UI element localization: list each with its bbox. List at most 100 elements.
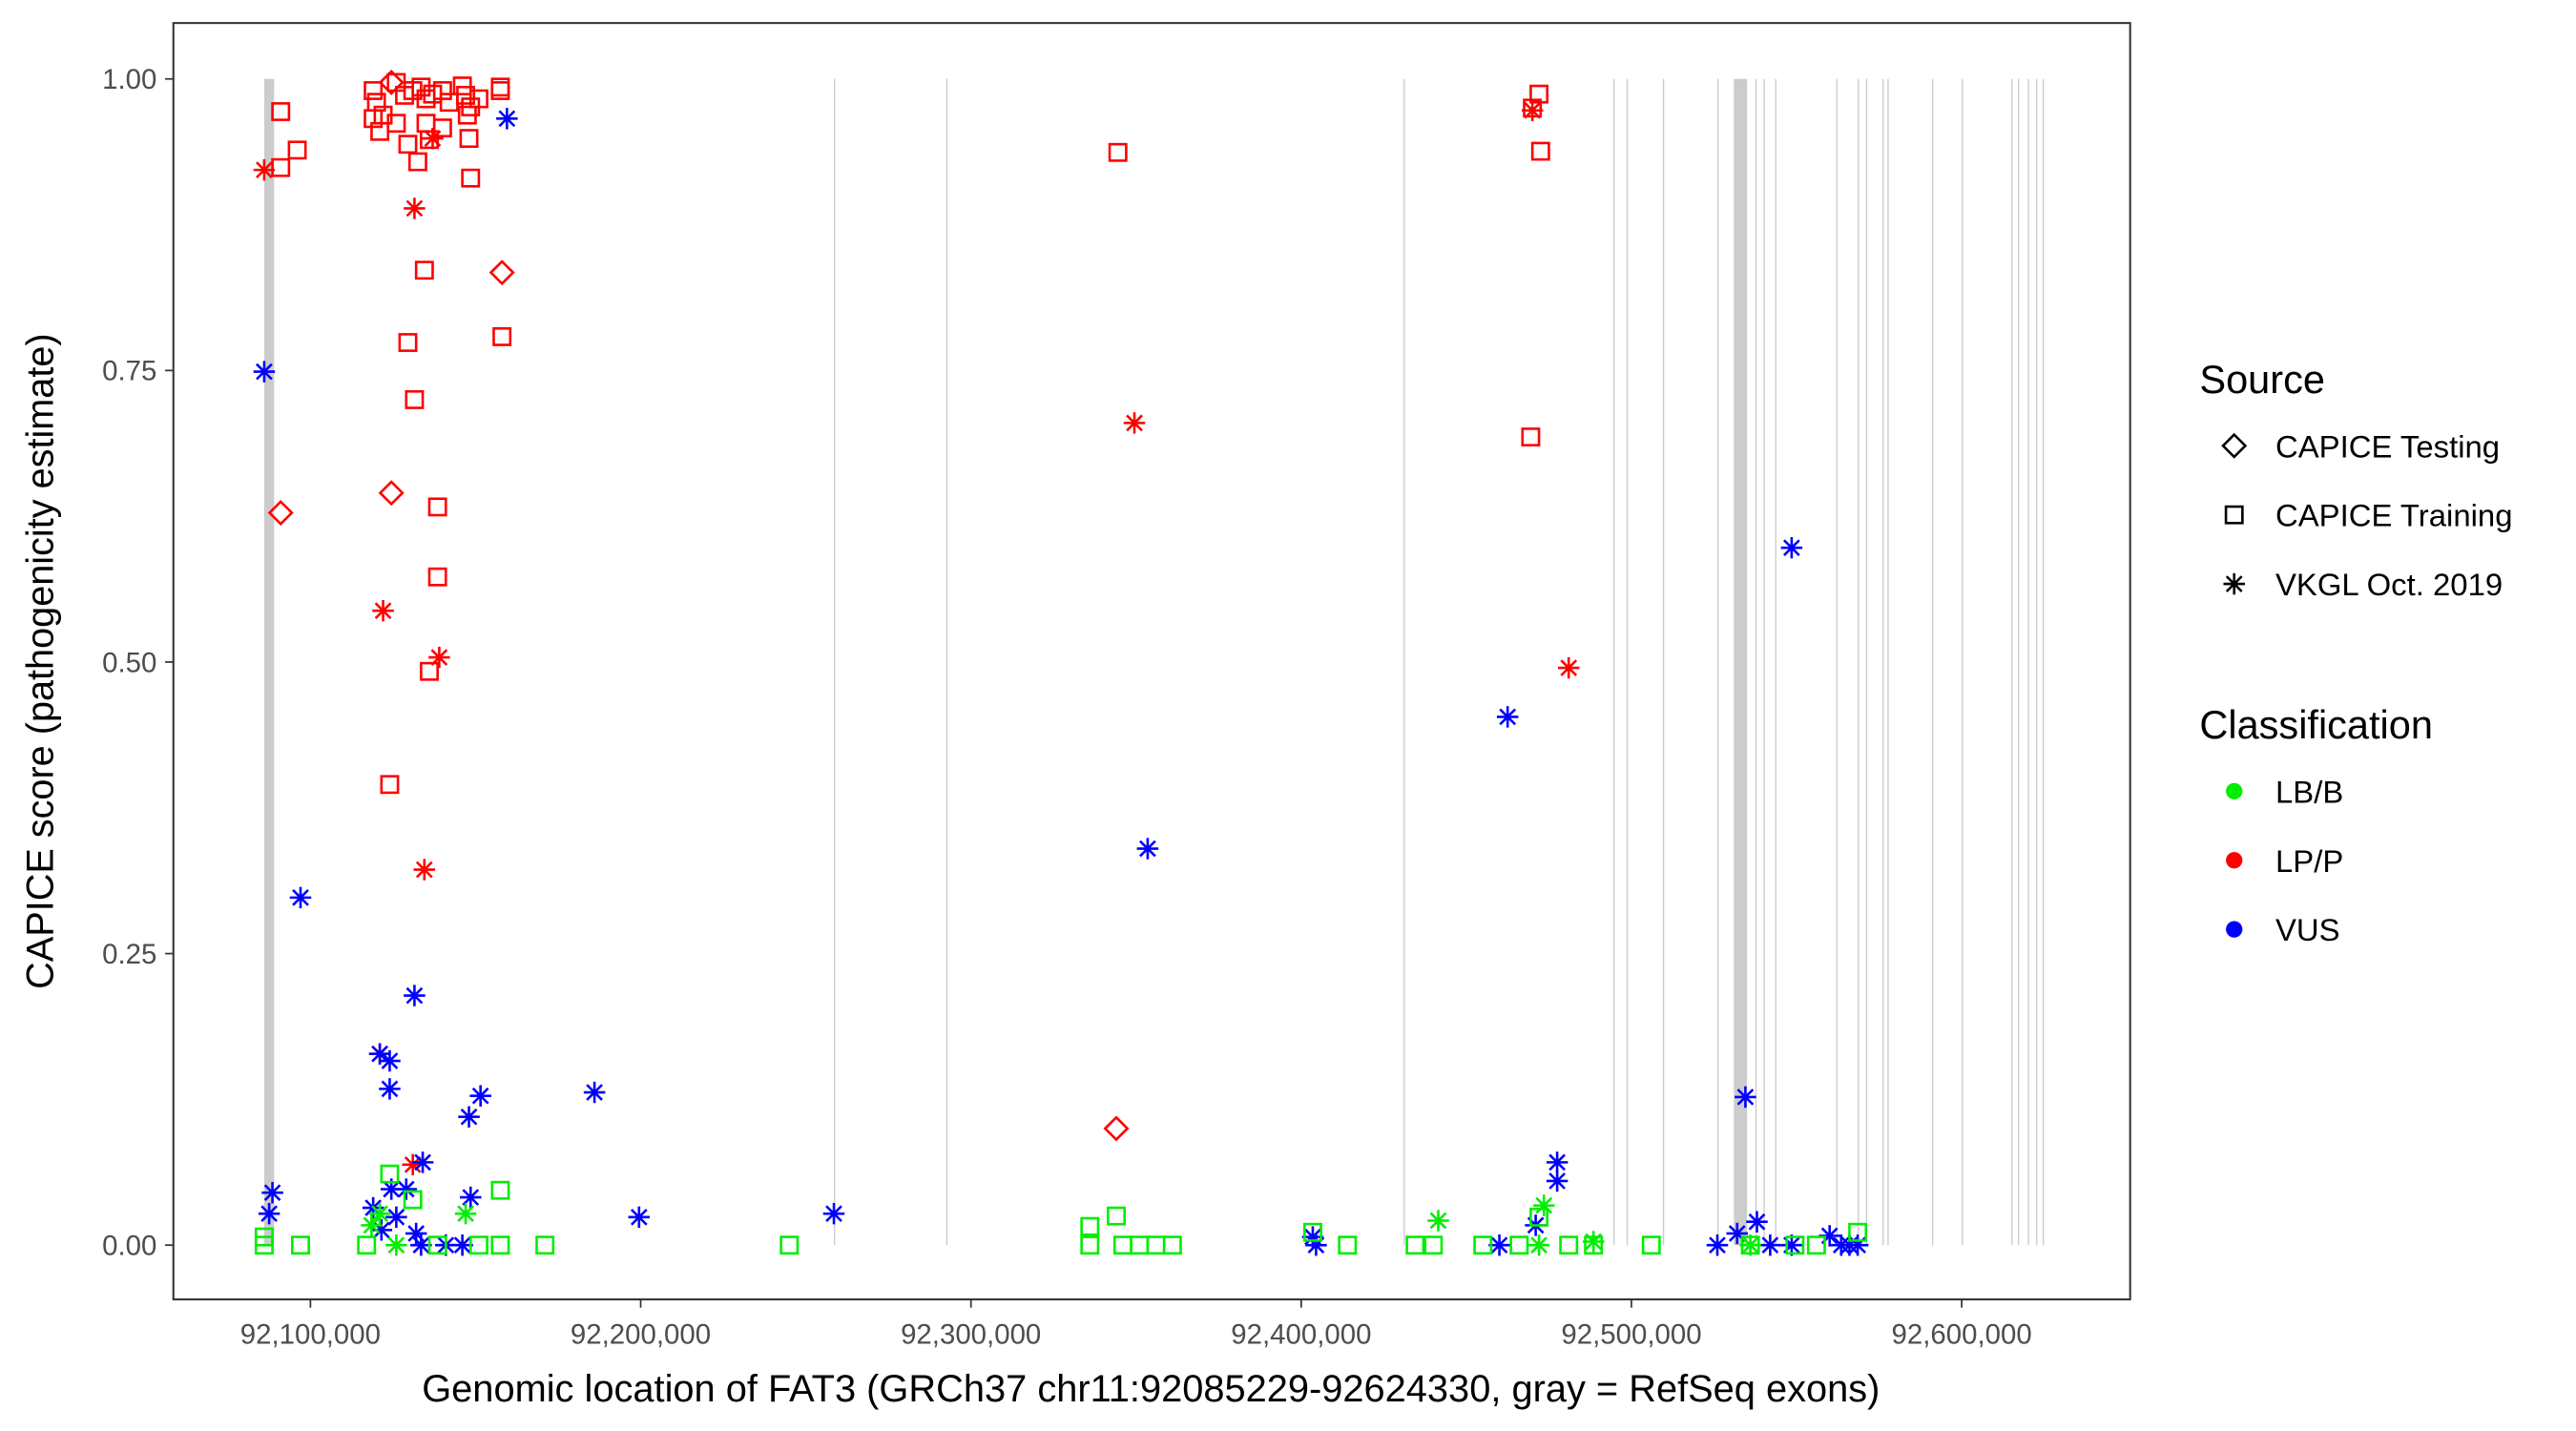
- exon-band: [1403, 78, 1405, 1246]
- y-tick-label: 0.00: [102, 1231, 156, 1262]
- data-point: [1108, 142, 1128, 162]
- data-point: [459, 129, 479, 149]
- data-point: [267, 500, 294, 526]
- exon-band: [2011, 78, 2013, 1246]
- data-point: [1759, 1234, 1781, 1256]
- data-point: [490, 77, 510, 97]
- data-point: [357, 1235, 377, 1255]
- x-tick-label: 92,500,000: [1561, 1319, 1701, 1351]
- data-point: [1521, 99, 1544, 121]
- data-point: [468, 1235, 488, 1255]
- data-point: [380, 775, 400, 795]
- exon-band: [1858, 78, 1859, 1246]
- data-point: [432, 118, 452, 138]
- data-point: [291, 1235, 310, 1255]
- exon-band: [1932, 78, 1934, 1246]
- exon-band: [1763, 78, 1765, 1246]
- data-point: [1162, 1235, 1182, 1255]
- data-point: [490, 1180, 510, 1200]
- legend-source-label: CAPICE Testing: [2275, 428, 2500, 464]
- legend-asterisk-icon: [2223, 572, 2245, 595]
- data-point: [1338, 1235, 1358, 1255]
- data-point: [1427, 1210, 1449, 1232]
- data-point: [1780, 536, 1803, 559]
- data-point: [413, 859, 436, 881]
- data-point: [1080, 1216, 1100, 1236]
- legend-diamond-icon: [2221, 432, 2248, 459]
- data-point: [405, 390, 425, 409]
- data-point: [1582, 1231, 1605, 1253]
- data-point: [404, 985, 426, 1006]
- data-point: [1527, 1234, 1550, 1256]
- data-point: [1806, 1235, 1826, 1255]
- exon-band: [1626, 78, 1629, 1246]
- data-point: [410, 1234, 432, 1256]
- legend-dot-icon: [2226, 852, 2243, 869]
- data-point: [398, 135, 418, 155]
- data-point: [456, 85, 476, 105]
- exon-band: [2018, 78, 2020, 1246]
- data-point: [1530, 141, 1550, 161]
- data-point: [1496, 706, 1519, 728]
- data-point: [432, 81, 452, 100]
- data-point: [1746, 1211, 1768, 1233]
- exon-band: [1612, 78, 1615, 1246]
- data-point: [420, 661, 439, 681]
- data-point: [1706, 1234, 1729, 1256]
- data-point: [1521, 427, 1541, 446]
- exon-band: [1887, 78, 1889, 1246]
- exon-bands: [263, 78, 2045, 1246]
- data-point: [427, 567, 447, 587]
- data-point: [1641, 1235, 1661, 1255]
- data-point: [1785, 1235, 1805, 1255]
- data-point: [469, 1085, 491, 1107]
- data-point: [364, 109, 384, 129]
- data-point: [385, 1234, 407, 1256]
- data-point: [271, 102, 291, 121]
- legend: Source CAPICE Testing CAPICE Training VKGL…: [2199, 357, 2512, 947]
- data-point: [1546, 1151, 1568, 1173]
- data-point: [458, 1106, 480, 1128]
- data-point: [1533, 1194, 1555, 1216]
- exon-band: [263, 78, 275, 1246]
- exon-band: [1734, 78, 1748, 1246]
- data-point: [1848, 1222, 1868, 1242]
- legend-dot-icon: [2226, 921, 2243, 938]
- exon-band: [945, 78, 948, 1246]
- data-point: [454, 1202, 477, 1225]
- x-tick-label: 92,100,000: [240, 1319, 381, 1351]
- data-point: [385, 1206, 407, 1229]
- data-point: [422, 127, 444, 150]
- data-point: [398, 333, 418, 352]
- data-point: [628, 1206, 651, 1229]
- data-point: [395, 1178, 418, 1200]
- exon-band: [2027, 78, 2029, 1246]
- data-point: [1546, 1170, 1568, 1192]
- data-point: [488, 259, 515, 286]
- x-tick-label: 92,600,000: [1892, 1319, 2032, 1351]
- data-point: [490, 1235, 510, 1255]
- data-point: [364, 81, 384, 100]
- data-point: [287, 140, 307, 160]
- data-point: [378, 480, 405, 507]
- data-point: [1405, 1235, 1425, 1255]
- x-tick-label: 92,400,000: [1231, 1319, 1371, 1351]
- data-point: [271, 157, 291, 177]
- exon-band: [1882, 78, 1884, 1246]
- data-point: [253, 158, 276, 181]
- y-tick-label: 0.75: [102, 356, 156, 387]
- data-point: [583, 1081, 606, 1104]
- data-point: [492, 326, 512, 346]
- data-point: [261, 1181, 283, 1204]
- panel-background: [173, 23, 2130, 1300]
- data-point: [1423, 1235, 1444, 1255]
- data-point: [468, 89, 488, 109]
- data-point: [1473, 1235, 1493, 1255]
- x-axis-title: Genomic location of FAT3 (GRCh37 chr11:9…: [422, 1368, 1880, 1410]
- legend-class-label: LB/B: [2275, 774, 2343, 809]
- data-point: [428, 646, 450, 669]
- data-point: [254, 1235, 274, 1255]
- data-point: [822, 1202, 845, 1225]
- data-point: [403, 1190, 423, 1210]
